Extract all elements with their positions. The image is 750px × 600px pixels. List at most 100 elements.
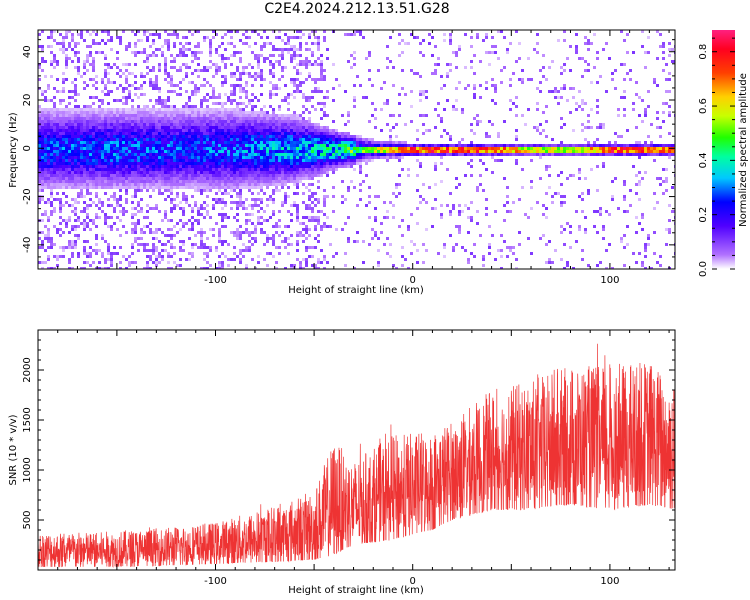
heatmap-cell bbox=[290, 168, 293, 171]
heatmap-cell bbox=[191, 105, 194, 108]
heatmap-cell bbox=[305, 207, 308, 210]
heatmap-cell bbox=[491, 84, 494, 87]
heatmap-cell bbox=[218, 150, 221, 153]
heatmap-cell bbox=[278, 225, 281, 228]
heatmap-cell bbox=[182, 54, 185, 57]
heatmap-cell bbox=[164, 165, 167, 168]
heatmap-cell bbox=[122, 186, 125, 189]
heatmap-cell bbox=[257, 216, 260, 219]
heatmap-cell bbox=[134, 165, 137, 168]
heatmap-cell bbox=[125, 126, 128, 129]
heatmap-cell bbox=[59, 234, 62, 237]
heatmap-cell bbox=[119, 135, 122, 138]
heatmap-cell bbox=[203, 189, 206, 192]
heatmap-cell bbox=[251, 144, 254, 147]
heatmap-cell bbox=[245, 219, 248, 222]
heatmap-cell bbox=[482, 150, 485, 153]
heatmap-cell bbox=[185, 114, 188, 117]
heatmap-cell bbox=[443, 150, 446, 153]
heatmap-cell bbox=[263, 141, 266, 144]
heatmap-cell bbox=[59, 201, 62, 204]
heatmap-cell bbox=[74, 219, 77, 222]
heatmap-cell bbox=[416, 138, 419, 141]
heatmap-cell bbox=[116, 120, 119, 123]
heatmap-cell bbox=[422, 261, 425, 264]
heatmap-cell bbox=[305, 66, 308, 69]
heatmap-cell bbox=[248, 138, 251, 141]
heatmap-cell bbox=[89, 96, 92, 99]
heatmap-cell bbox=[194, 120, 197, 123]
heatmap-cell bbox=[464, 174, 467, 177]
heatmap-cell bbox=[422, 54, 425, 57]
heatmap-cell bbox=[260, 177, 263, 180]
heatmap-cell bbox=[233, 153, 236, 156]
heatmap-cell bbox=[119, 126, 122, 129]
heatmap-cell bbox=[194, 177, 197, 180]
heatmap-cell bbox=[266, 123, 269, 126]
heatmap-cell bbox=[53, 186, 56, 189]
heatmap-cell bbox=[224, 204, 227, 207]
heatmap-cell bbox=[143, 93, 146, 96]
heatmap-cell bbox=[308, 111, 311, 114]
heatmap-cell bbox=[56, 159, 59, 162]
heatmap-cell bbox=[77, 138, 80, 141]
heatmap-cell bbox=[401, 153, 404, 156]
heatmap-cell bbox=[299, 267, 302, 269]
heatmap-cell bbox=[302, 117, 305, 120]
heatmap-cell bbox=[197, 117, 200, 120]
heatmap-cell bbox=[89, 150, 92, 153]
heatmap-cell bbox=[41, 60, 44, 63]
heatmap-cell bbox=[173, 135, 176, 138]
heatmap-cell bbox=[419, 42, 422, 45]
heatmap-cell bbox=[260, 45, 263, 48]
heatmap-cell bbox=[221, 186, 224, 189]
heatmap-cell bbox=[92, 114, 95, 117]
heatmap-cell bbox=[77, 165, 80, 168]
heatmap-cell bbox=[164, 177, 167, 180]
heatmap-cell bbox=[134, 222, 137, 225]
heatmap-cell bbox=[206, 147, 209, 150]
heatmap-cell bbox=[419, 93, 422, 96]
heatmap-cell bbox=[83, 168, 86, 171]
heatmap-cell bbox=[167, 174, 170, 177]
heatmap-cell bbox=[170, 129, 173, 132]
heatmap-cell bbox=[44, 132, 47, 135]
heatmap-cell bbox=[158, 126, 161, 129]
heatmap-cell bbox=[44, 147, 47, 150]
heatmap-cell bbox=[278, 183, 281, 186]
heatmap-cell bbox=[152, 132, 155, 135]
heatmap-cell bbox=[311, 42, 314, 45]
heatmap-cell bbox=[131, 186, 134, 189]
heatmap-cell bbox=[278, 147, 281, 150]
heatmap-cell bbox=[398, 225, 401, 228]
heatmap-cell bbox=[104, 186, 107, 189]
heatmap-cell bbox=[155, 165, 158, 168]
heatmap-cell bbox=[401, 168, 404, 171]
heatmap-cell bbox=[116, 114, 119, 117]
heatmap-cell bbox=[479, 96, 482, 99]
heatmap-cell bbox=[284, 132, 287, 135]
heatmap-cell bbox=[164, 147, 167, 150]
heatmap-cell bbox=[257, 150, 260, 153]
heatmap-cell bbox=[140, 138, 143, 141]
heatmap-cell bbox=[206, 255, 209, 258]
heatmap-cell bbox=[104, 132, 107, 135]
heatmap-cell bbox=[440, 153, 443, 156]
heatmap-cell bbox=[458, 141, 461, 144]
heatmap-cell bbox=[209, 249, 212, 252]
heatmap-cell bbox=[242, 231, 245, 234]
heatmap-cell bbox=[326, 141, 329, 144]
heatmap-cell bbox=[59, 48, 62, 51]
heatmap-cell bbox=[149, 123, 152, 126]
heatmap-cell bbox=[266, 204, 269, 207]
heatmap-cell bbox=[257, 144, 260, 147]
heatmap-cell bbox=[104, 177, 107, 180]
heatmap-cell bbox=[305, 126, 308, 129]
heatmap-cell bbox=[305, 228, 308, 231]
heatmap-cell bbox=[242, 138, 245, 141]
heatmap-cell bbox=[143, 267, 146, 269]
heatmap-cell bbox=[377, 69, 380, 72]
heatmap-cell bbox=[56, 60, 59, 63]
heatmap-cell bbox=[131, 84, 134, 87]
heatmap-cell bbox=[233, 132, 236, 135]
